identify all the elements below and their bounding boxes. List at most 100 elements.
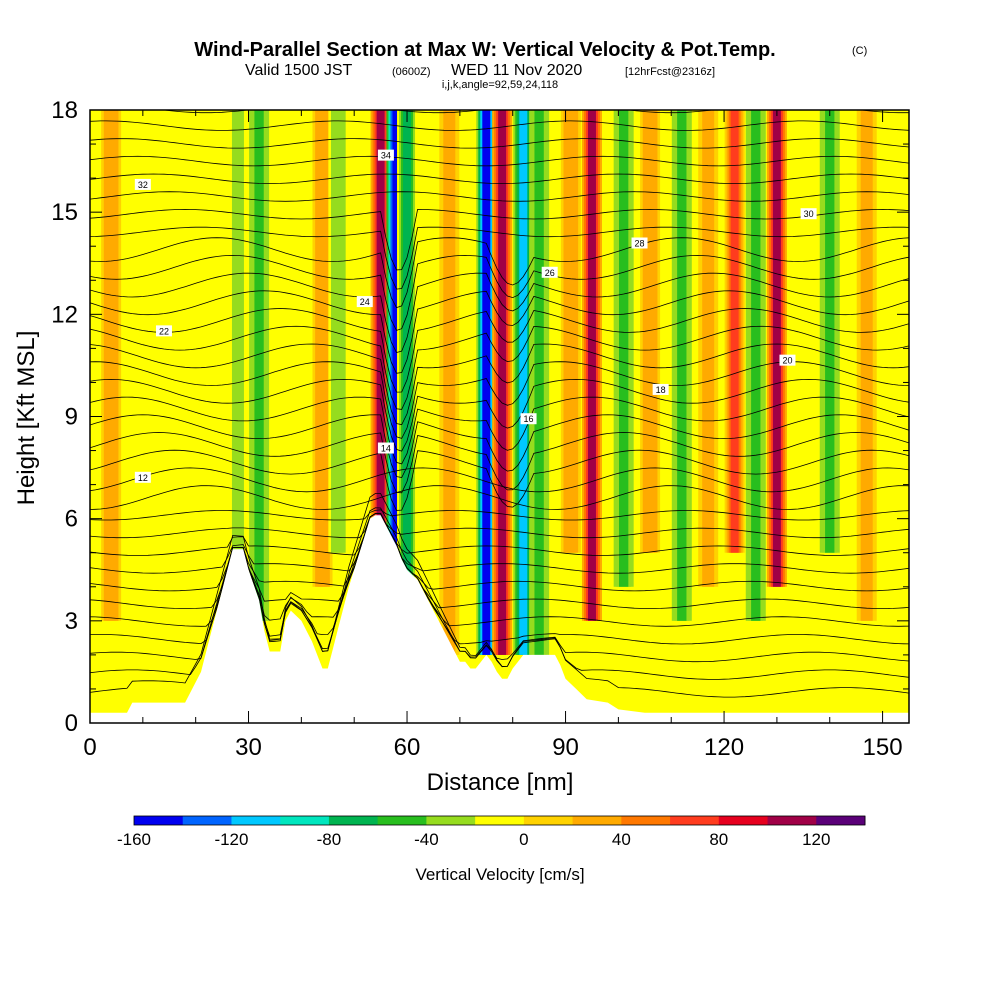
contour-label: 20: [779, 354, 796, 366]
contour-label: 30: [800, 208, 817, 220]
plot-area: 12 14 16 18 20 22 24 26 28 30 32 34: [90, 110, 909, 723]
svg-text:18: 18: [656, 385, 666, 395]
colorbar-swatch: [377, 816, 427, 825]
theta-contour: [90, 414, 909, 478]
x-tick-label: 30: [235, 734, 262, 761]
velocity-column: [640, 110, 661, 553]
velocity-column: [745, 110, 766, 621]
svg-text:26: 26: [545, 268, 555, 278]
colorbar-swatch: [572, 816, 622, 825]
colorbar-swatch: [621, 816, 671, 825]
velocity-cell: [333, 110, 344, 553]
velocity-cell: [519, 110, 528, 655]
valid-time-label: Valid 1500 JST: [245, 62, 353, 79]
y-axis: 0 3 6 9 12 15 18: [51, 97, 909, 737]
theta-contour: [90, 120, 909, 131]
x-tick-label: 60: [394, 734, 421, 761]
theta-contour: [90, 509, 909, 521]
svg-text:30: 30: [804, 209, 814, 219]
colorbar-tick-label: 120: [802, 830, 830, 849]
vertical-velocity-field: [101, 110, 877, 655]
terrain-mask: [90, 515, 909, 723]
colorbar-tick-label: 0: [519, 830, 528, 849]
theta-contour: [90, 513, 909, 539]
velocity-column: [439, 110, 460, 655]
velocity-column: [370, 110, 391, 655]
y-tick-label: 3: [65, 608, 78, 635]
velocity-cell: [587, 110, 596, 621]
colorbar-tick-label: 40: [612, 830, 631, 849]
colorbar-swatch: [816, 816, 866, 825]
svg-text:14: 14: [381, 444, 391, 454]
theta-contour: [90, 226, 909, 290]
colorbar-swatch: [426, 816, 476, 825]
colorbar-swatch: [182, 816, 232, 825]
theta-contour: [90, 254, 909, 331]
contour-label: 12: [134, 471, 151, 483]
velocity-column: [249, 110, 270, 621]
velocity-cell: [566, 110, 576, 553]
colorbar-swatch: [718, 816, 769, 825]
colorbar-swatch: [670, 816, 720, 825]
velocity-column: [856, 110, 877, 621]
colorbar-tick-label: -80: [317, 830, 342, 849]
colorbar-swatch: [475, 816, 525, 825]
velocity-column: [492, 110, 513, 655]
colorbar-title: Vertical Velocity [cm/s]: [415, 865, 584, 884]
theta-contour: [90, 155, 909, 167]
svg-text:20: 20: [782, 356, 792, 366]
velocity-column: [328, 110, 349, 553]
theta-contour: [90, 208, 909, 271]
colorbar: -160 -120 -80 -40 0 40 80 120: [117, 815, 866, 849]
theta-contour: [90, 513, 909, 610]
contour-label: 16: [520, 413, 537, 425]
contour-label: 28: [631, 237, 648, 249]
velocity-cell: [106, 110, 116, 621]
x-tick-label: 0: [83, 734, 96, 761]
svg-text:22: 22: [159, 326, 169, 336]
theta-contour: [90, 513, 909, 592]
theta-contour: [90, 513, 909, 556]
svg-text:28: 28: [635, 238, 645, 248]
svg-text:34: 34: [381, 151, 391, 161]
velocity-cell: [443, 110, 456, 655]
velocity-cell: [482, 110, 491, 655]
svg-text:12: 12: [138, 473, 148, 483]
colorbar-tick-label: -160: [117, 830, 151, 849]
theta-contour: [90, 513, 909, 574]
velocity-column: [560, 110, 581, 553]
colorbar-swatch: [523, 816, 574, 825]
x-tick-label: 150: [863, 734, 903, 761]
theta-contour: [90, 272, 909, 353]
velocity-cell: [730, 110, 739, 553]
contour-label: 24: [356, 296, 373, 308]
contour-label: 34: [377, 149, 394, 161]
velocity-cell: [231, 110, 244, 553]
grid-index-label: i,j,k,angle=92,59,24,118: [442, 79, 558, 91]
colorbar-swatch: [280, 816, 330, 825]
contour-label: 22: [155, 325, 172, 337]
copyright-mark: (C): [852, 45, 867, 57]
velocity-column: [581, 110, 602, 621]
colorbar-tick-label: -40: [414, 830, 439, 849]
contour-label: 18: [652, 383, 669, 395]
velocity-cell: [254, 110, 264, 621]
y-axis-label: Height [Kft MSL]: [13, 331, 40, 506]
svg-text:24: 24: [360, 297, 370, 307]
colorbar-frame: [133, 815, 866, 826]
theta-contour: [160, 110, 909, 114]
theta-contour: [90, 191, 909, 202]
contour-label: 26: [541, 266, 558, 278]
svg-text:32: 32: [138, 180, 148, 190]
velocity-column: [101, 110, 122, 621]
velocity-cell: [392, 110, 401, 655]
theta-contour: [90, 343, 909, 426]
velocity-cell: [751, 110, 761, 621]
velocity-column: [476, 110, 497, 655]
velocity-cell: [403, 110, 412, 655]
valid-date-label: WED 11 Nov 2020: [451, 62, 582, 79]
velocity-cell: [860, 110, 873, 621]
velocity-column: [819, 110, 840, 553]
svg-text:16: 16: [524, 414, 534, 424]
